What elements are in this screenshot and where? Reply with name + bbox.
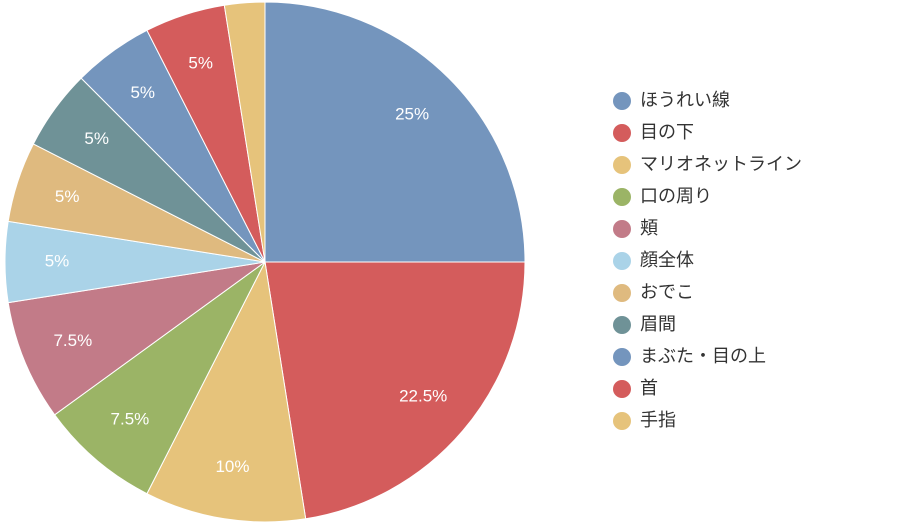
value-label: 25% [395, 104, 429, 123]
pie-slice [264, 1, 526, 263]
value-label: 5% [84, 129, 109, 148]
legend-marker [613, 252, 631, 270]
legend-label: まぶた・目の上 [640, 346, 766, 367]
legend-marker [613, 380, 631, 398]
legend-label: 顔全体 [640, 250, 694, 271]
pie-slice [146, 260, 307, 523]
value-label: 5% [45, 251, 70, 270]
legend-marker [613, 348, 631, 366]
legend-label: 口の周り [640, 186, 712, 207]
legend-marker [613, 156, 631, 174]
value-label: 22.5% [399, 387, 447, 406]
pie-slice [264, 261, 526, 520]
legend-marker [613, 412, 631, 430]
value-label: 10% [215, 457, 249, 476]
legend-marker [613, 188, 631, 206]
legend-marker [613, 124, 631, 142]
value-label: 5% [130, 83, 155, 102]
pie-slice [7, 261, 266, 416]
legend-label: 眉間 [640, 314, 676, 335]
legend-label: 手指 [640, 410, 676, 431]
legend-marker [613, 284, 631, 302]
legend-label: 頬 [640, 218, 658, 239]
value-label: 7.5% [53, 331, 92, 350]
value-label: 7.5% [111, 410, 150, 429]
legend-label: マリオネットライン [640, 154, 802, 175]
legend-marker [613, 92, 631, 110]
pie-slice [53, 261, 266, 495]
legend-label: 目の下 [640, 122, 694, 143]
legend-label: 首 [640, 378, 658, 399]
legend-label: おでこ [640, 282, 694, 303]
value-label: 5% [55, 187, 80, 206]
pie-slice [223, 1, 266, 263]
legend-marker [613, 220, 631, 238]
value-label: 5% [188, 54, 213, 73]
legend-label: ほうれい線 [640, 90, 730, 111]
legend-marker [613, 316, 631, 334]
